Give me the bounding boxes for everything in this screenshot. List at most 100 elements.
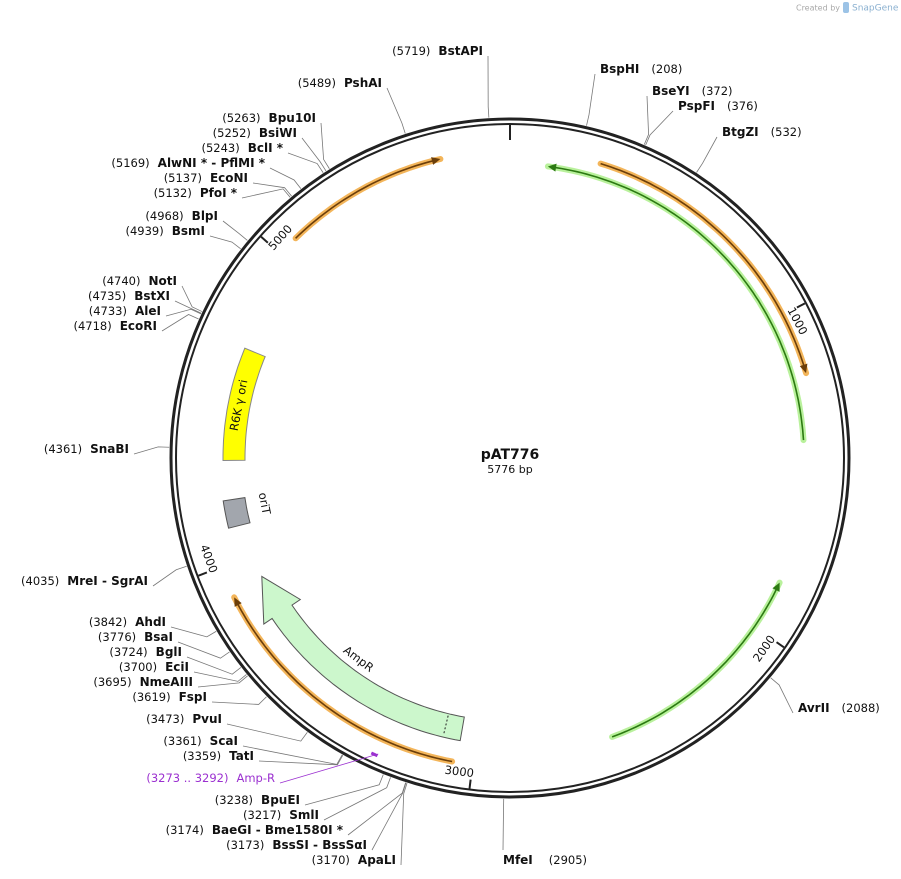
site-position: (376) — [727, 99, 758, 113]
tick — [468, 779, 472, 789]
site-line — [502, 798, 505, 851]
site-name: Amp-R — [236, 771, 275, 785]
site-position: (532) — [771, 125, 802, 139]
site-name: BlpI — [192, 209, 218, 223]
site-position: (3700) — [119, 660, 157, 674]
site-label: (3238) BpuEI — [215, 793, 300, 807]
site-label: (3361) ScaI — [163, 734, 238, 748]
primer — [600, 162, 806, 370]
site-label: (5243) BclI * — [201, 141, 283, 155]
site-line — [193, 671, 247, 682]
site-label: (4035) MreI - SgrAI — [21, 574, 148, 588]
site-label: (5252) BsiWI — [213, 126, 297, 140]
site-line — [269, 167, 302, 189]
site-label: (3619) FspI — [132, 690, 207, 704]
site-label: (3170) ApaLI — [312, 853, 396, 867]
tick — [198, 571, 208, 577]
site-name: MreI - SgrAI — [67, 574, 148, 588]
brand-icon — [843, 2, 849, 13]
site-position: (5263) — [222, 111, 260, 125]
site-name: BtgZI — [722, 125, 759, 139]
site-label: (4740) NotI — [102, 274, 177, 288]
tick — [260, 236, 269, 244]
site-line — [645, 110, 674, 146]
site-label: MfeI (2905) — [503, 853, 587, 867]
site-label: (3174) BaeGI - Bme1580I * — [166, 823, 344, 837]
site-name: BglI — [156, 645, 182, 659]
site-name: BsmI — [172, 224, 205, 238]
backbone-inner — [175, 123, 845, 793]
site-label: (3273 .. 3292) Amp-R — [146, 771, 275, 785]
site-label: (4733) AleI — [89, 304, 161, 318]
site-name: NotI — [149, 274, 178, 288]
site-position: (2905) — [549, 853, 587, 867]
site-line — [222, 220, 248, 241]
site-position: (5137) — [164, 171, 202, 185]
site-name: TatI — [229, 749, 254, 763]
site-line — [696, 136, 718, 173]
primer-halo — [292, 156, 444, 242]
site-name: EciI — [165, 660, 189, 674]
site-position: (4735) — [88, 289, 126, 303]
site-line — [287, 152, 324, 173]
brand: SnapGene — [852, 4, 899, 14]
site-position: (2088) — [842, 701, 880, 715]
site-label: (5263) Bpu10I — [222, 111, 316, 125]
credit: Created by — [796, 4, 840, 13]
site-line — [643, 95, 649, 145]
site-name: PshAI — [344, 76, 382, 90]
site-position: (3359) — [183, 749, 221, 763]
site-position: (4740) — [102, 274, 140, 288]
site-name: FspI — [179, 690, 207, 704]
site-label: BseYI (372) — [652, 84, 733, 98]
site-name: SnaBI — [90, 442, 129, 456]
site-position: (4939) — [125, 224, 163, 238]
tick — [796, 302, 806, 309]
site-position: (4035) — [21, 574, 59, 588]
site-position: (208) — [651, 62, 682, 76]
site-line — [258, 755, 344, 766]
site-name: AlwNI * - PflMI * — [158, 156, 266, 170]
site-name: Bpu10I — [269, 111, 316, 125]
site-line — [133, 446, 170, 455]
site-name: BpuEI — [261, 793, 300, 807]
site-line — [371, 782, 407, 851]
site-line — [320, 122, 330, 169]
site-label: (5169) AlwNI * - PflMI * — [111, 156, 265, 170]
site-line — [242, 745, 343, 765]
site-line — [209, 235, 241, 250]
site-line — [586, 73, 596, 126]
site-label: (3724) BglI — [109, 645, 182, 659]
site-name: BseYI — [652, 84, 690, 98]
site-name: BstXI — [134, 289, 170, 303]
site-label: (3359) TatI — [183, 749, 254, 763]
site-label: (3842) AhdI — [89, 615, 166, 629]
site-position: (4968) — [145, 209, 183, 223]
site-position: (4733) — [89, 304, 127, 318]
site-label: PspFI (376) — [678, 99, 758, 113]
site-line — [152, 565, 187, 587]
primer-arrow — [234, 597, 242, 607]
site-name: PfoI * — [200, 186, 238, 200]
site-label: (3776) BsaI — [98, 630, 173, 644]
site-position: (3473) — [146, 712, 184, 726]
site-position: (3170) — [312, 853, 350, 867]
site-position: (5252) — [213, 126, 251, 140]
feature-orit — [222, 497, 251, 529]
site-label: (4968) BlpI — [145, 209, 218, 223]
site-name: BaeGI - Bme1580I * — [212, 823, 344, 837]
site-line — [197, 675, 248, 688]
site-line — [226, 723, 308, 742]
site-label: (5719) BstAPI — [392, 44, 483, 58]
site-line — [301, 137, 327, 172]
site-label: (4718) EcoRI — [73, 319, 157, 333]
site-position: (5169) — [111, 156, 149, 170]
feature-ampr — [261, 575, 465, 742]
site-position: (5719) — [392, 44, 430, 58]
site-name: ScaI — [210, 734, 238, 748]
site-position: (5243) — [201, 141, 239, 155]
site-position: (3217) — [243, 808, 281, 822]
site-position: (3273 .. 3292) — [146, 771, 228, 785]
site-position: (5489) — [298, 76, 336, 90]
